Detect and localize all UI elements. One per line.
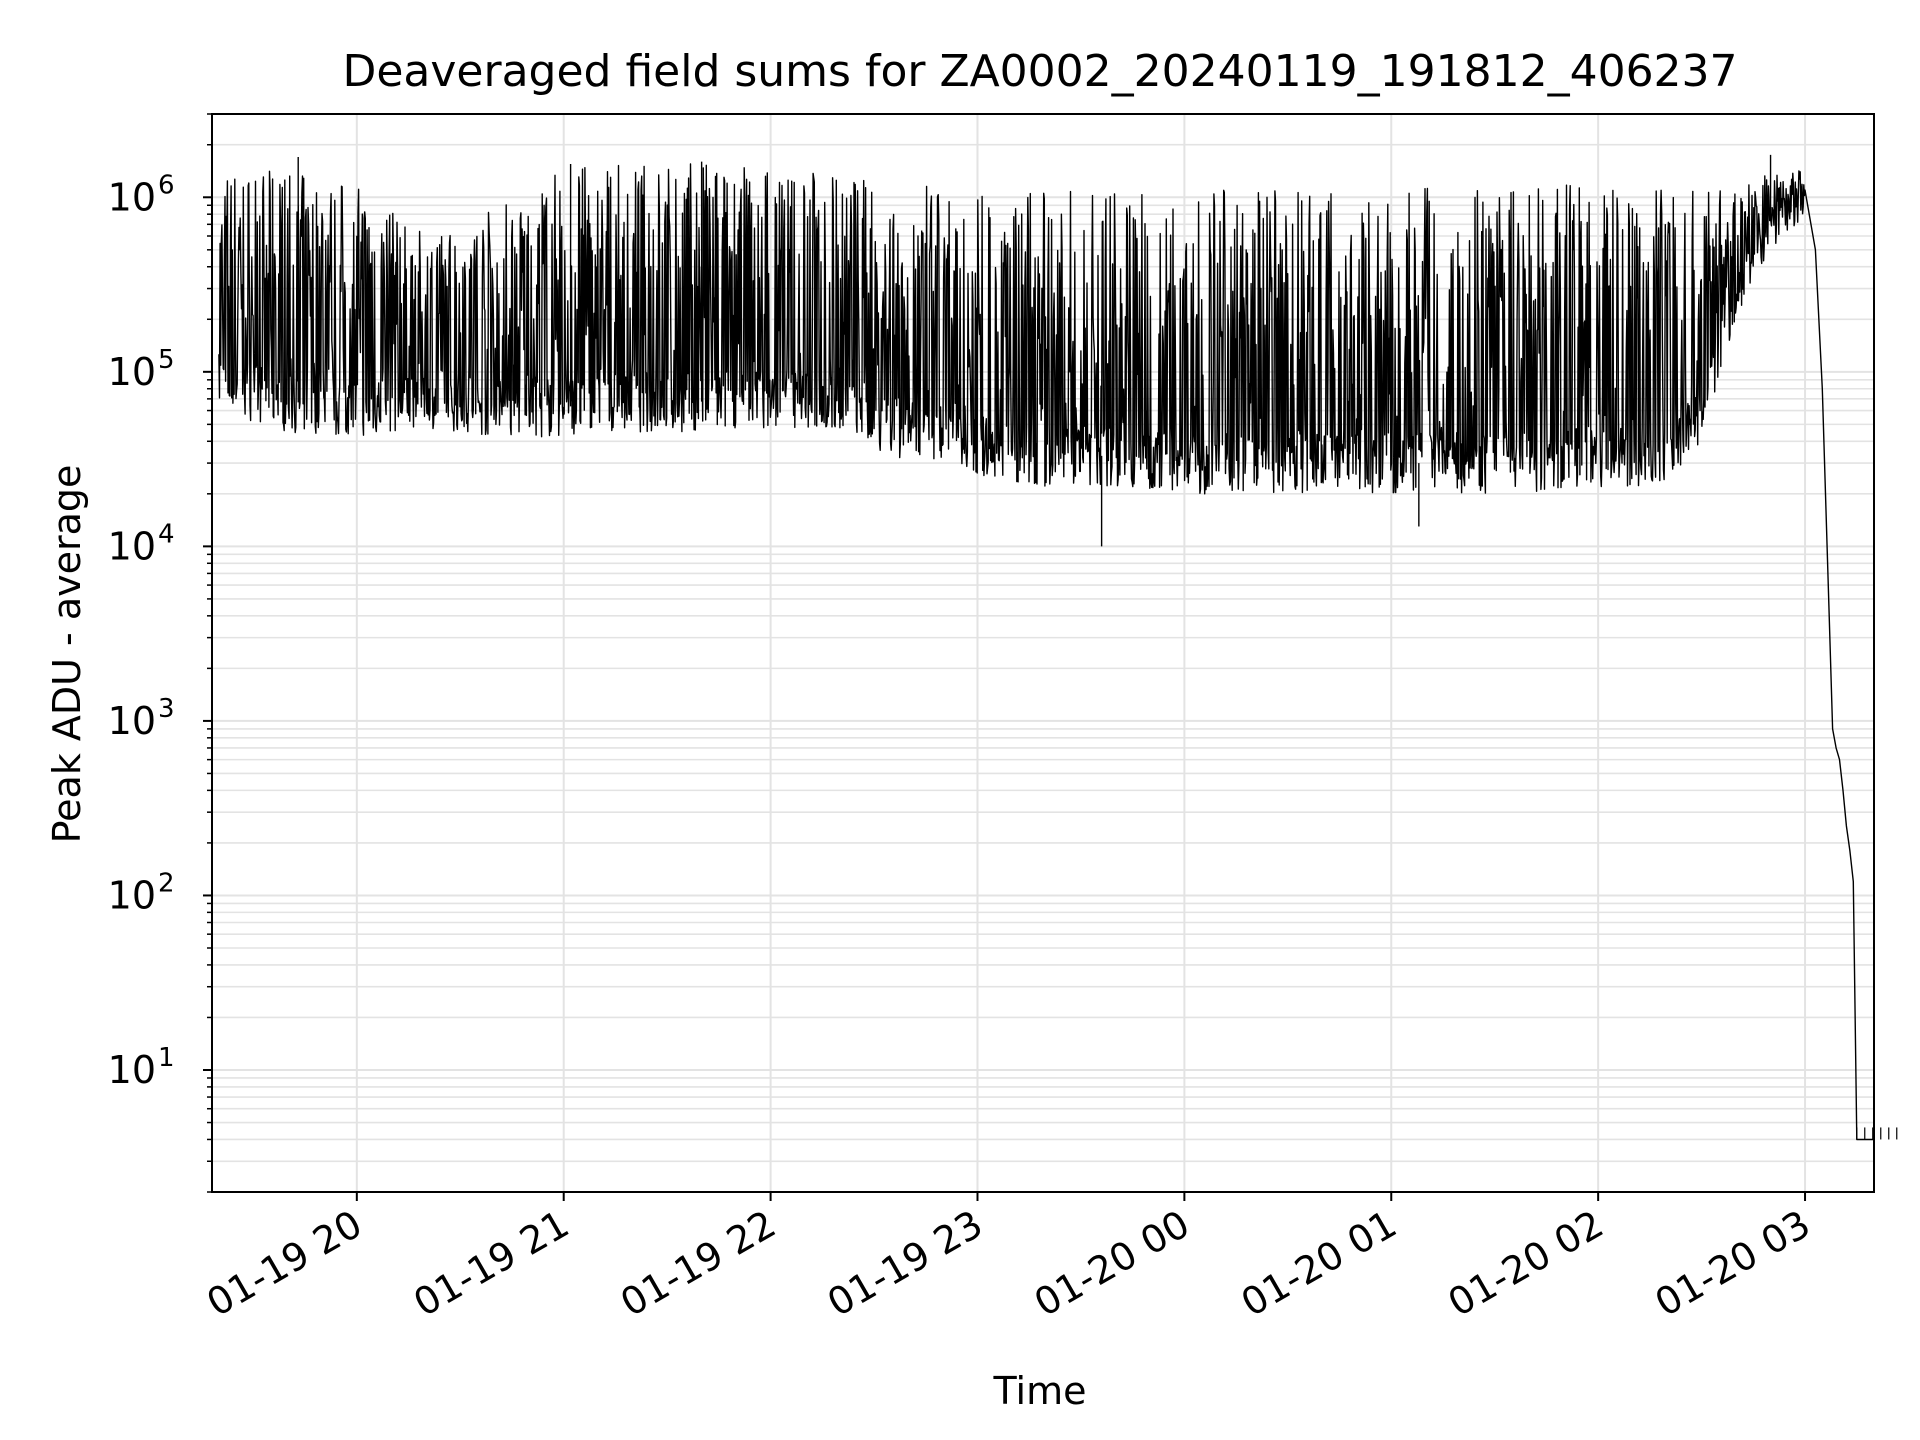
y-axis-label: Peak ADU - average: [45, 465, 89, 844]
data-series: [218, 154, 1898, 1141]
y-tick-label: 10: [108, 1048, 156, 1092]
y-tick-exponent: 4: [158, 519, 175, 549]
y-tick-exponent: 6: [158, 170, 175, 200]
y-tick-exponent: 2: [158, 868, 175, 898]
plot-frame: [211, 113, 1875, 1193]
y-tick-label: 10: [108, 699, 156, 743]
y-tick-exponent: 5: [158, 345, 175, 375]
y-tick-label: 10: [108, 524, 156, 568]
y-tick-label: 10: [108, 175, 156, 219]
y-tick-exponent: 3: [158, 694, 175, 724]
x-axis-label: Time: [993, 1369, 1087, 1413]
chart-title: Deaveraged field sums for ZA0002_2024011…: [342, 46, 1737, 97]
series-line: [218, 163, 1874, 1141]
y-tick-label: 10: [108, 350, 156, 394]
y-tick-label: 10: [108, 873, 156, 917]
y-tick-exponent: 1: [158, 1043, 175, 1073]
